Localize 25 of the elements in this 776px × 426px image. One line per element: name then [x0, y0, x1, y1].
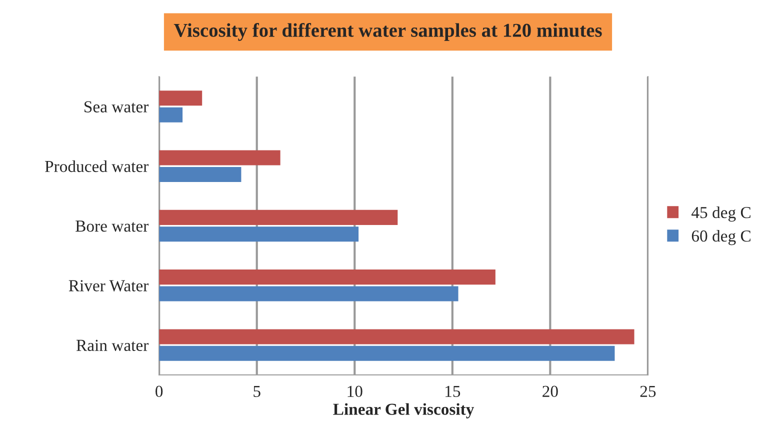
y-tick-label: River Water — [68, 280, 149, 292]
x-tick-label: 0 — [156, 386, 163, 398]
chart-title: Viscosity for different water samples at 120 minutes — [174, 23, 602, 41]
y-tick-label: Bore water — [76, 220, 149, 232]
bar — [159, 329, 634, 344]
x-tick-label: 5 — [254, 386, 260, 398]
bar — [159, 107, 183, 122]
x-tick-label: 10 — [348, 386, 362, 398]
bar — [159, 166, 242, 182]
y-tick-label: Sea water — [84, 101, 149, 112]
bar — [159, 210, 398, 225]
bar — [159, 270, 496, 285]
legend-label: 45 deg C — [692, 206, 750, 222]
bar — [159, 90, 202, 106]
legend-label: 60 deg C — [692, 230, 750, 246]
bar — [159, 150, 280, 166]
y-tick-label: Produced water — [45, 160, 149, 172]
x-axis-title: Linear Gel viscosity — [333, 403, 474, 418]
bar — [159, 286, 458, 302]
y-tick-label: Rain water — [76, 340, 149, 352]
bar — [159, 226, 359, 242]
bar — [159, 346, 615, 361]
x-tick-label: 20 — [542, 386, 558, 398]
x-tick-label: 15 — [446, 386, 460, 398]
x-tick-label: 25 — [640, 386, 656, 398]
